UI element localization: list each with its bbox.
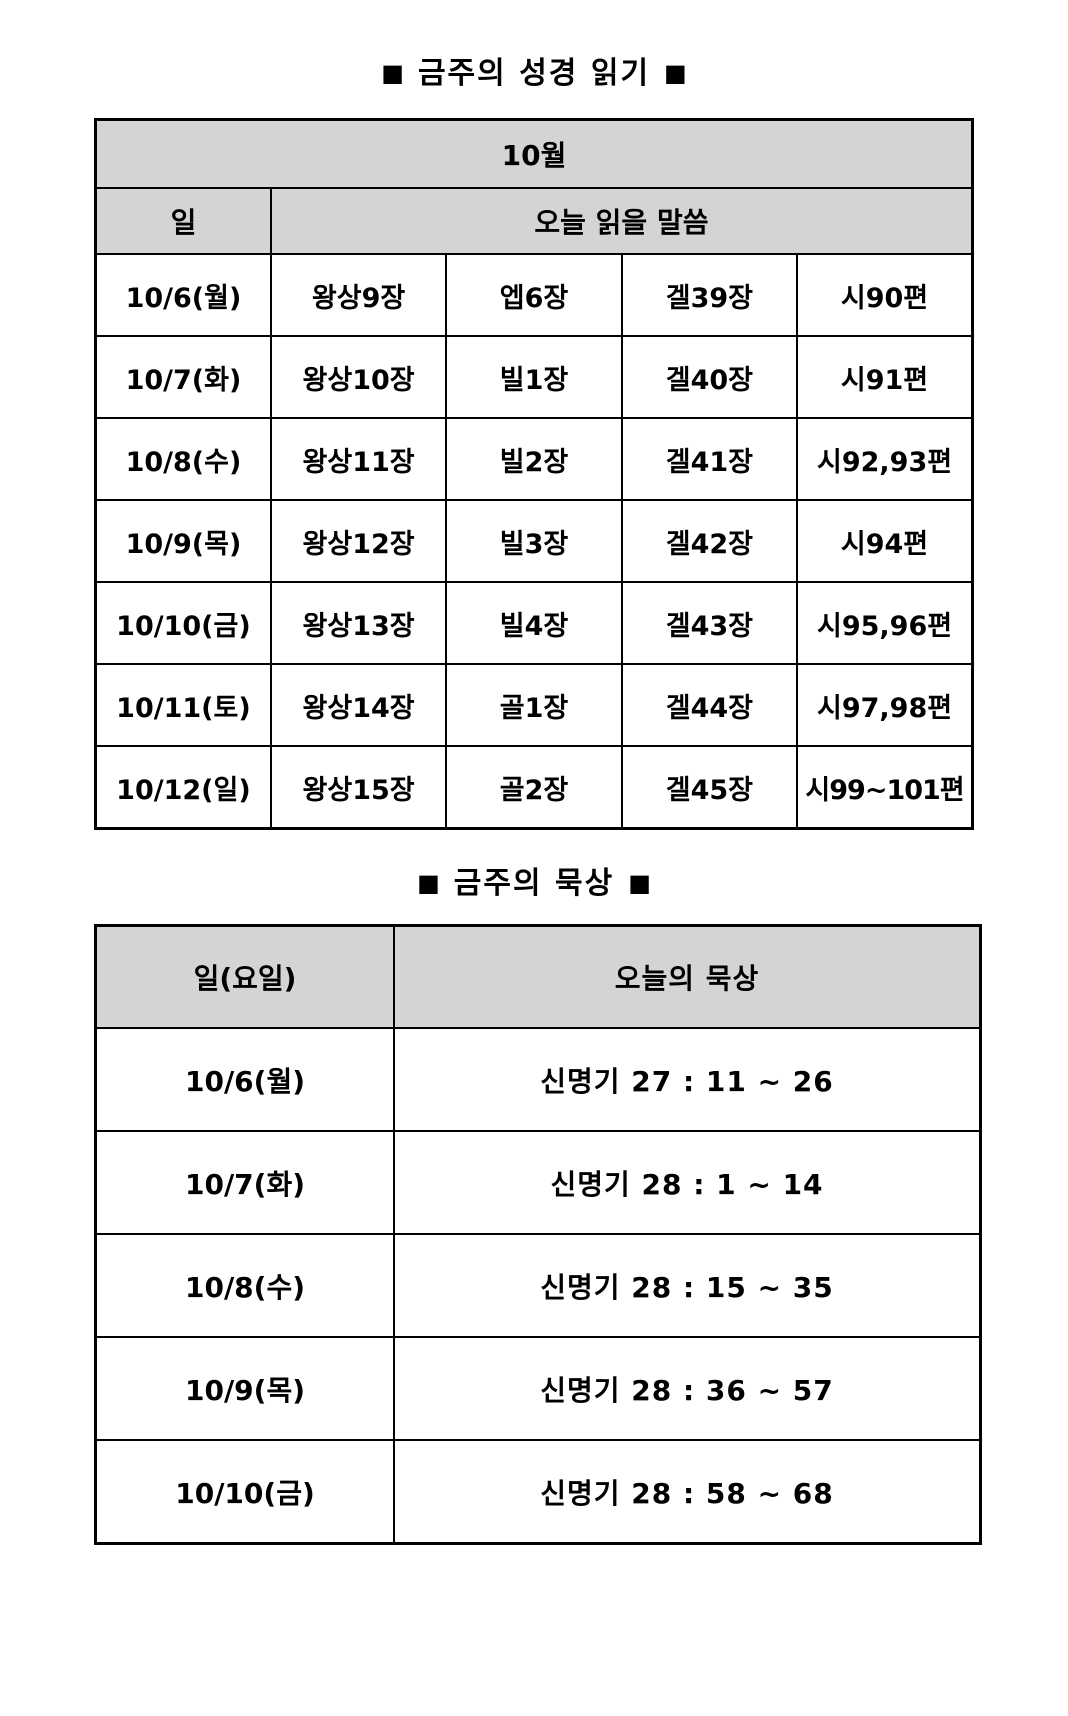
table-row: 10/8(수) 왕상11장 빌2장 겔41장 시92,93편 (94, 417, 974, 501)
table-row: 10/7(화) 신명기 28 : 1 ~ 14 (94, 1130, 982, 1235)
header-meditation: 오늘의 묵상 (393, 924, 982, 1029)
cell-date: 10/10(금) (94, 581, 272, 665)
cell-passage-1: 왕상12장 (269, 499, 448, 583)
table-row: 10/6(월) 왕상9장 엡6장 겔39장 시90편 (94, 253, 974, 337)
cell-passage-4: 시97,98편 (796, 663, 974, 747)
cell-passage-3: 겔43장 (620, 581, 799, 665)
cell-meditation-passage: 신명기 28 : 15 ~ 35 (393, 1233, 982, 1338)
cell-date: 10/11(토) (94, 663, 272, 747)
cell-passage-4: 시91편 (796, 335, 974, 419)
title-square-left-icon: ■ (417, 869, 440, 897)
cell-date: 10/10(금) (94, 1439, 395, 1545)
cell-meditation-passage: 신명기 27 : 11 ~ 26 (393, 1027, 982, 1132)
table-row: 10/8(수) 신명기 28 : 15 ~ 35 (94, 1233, 982, 1338)
cell-passage-4: 시94편 (796, 499, 974, 583)
column-header-row: 일 오늘 읽을 말씀 (94, 187, 974, 255)
title-square-right-icon: ■ (664, 59, 687, 87)
table-row: 10/7(화) 왕상10장 빌1장 겔40장 시91편 (94, 335, 974, 419)
cell-passage-2: 골1장 (445, 663, 623, 747)
cell-date: 10/8(수) (94, 1233, 395, 1338)
meditation-table-head: 일(요일) 오늘의 묵상 (94, 924, 982, 1029)
cell-passage-1: 왕상10장 (269, 335, 448, 419)
cell-date: 10/9(목) (94, 499, 272, 583)
cell-meditation-passage: 신명기 28 : 58 ~ 68 (393, 1439, 982, 1545)
bible-reading-table: 10월 일 오늘 읽을 말씀 10/6(월) 왕상9장 엡6장 겔39장 시90… (94, 118, 974, 830)
cell-passage-1: 왕상11장 (269, 417, 448, 501)
cell-passage-2: 빌1장 (445, 335, 623, 419)
header-day: 일(요일) (94, 924, 395, 1029)
cell-passage-4: 시95,96편 (796, 581, 974, 665)
cell-passage-4: 시90편 (796, 253, 974, 337)
cell-date: 10/8(수) (94, 417, 272, 501)
cell-passage-3: 겔39장 (620, 253, 799, 337)
cell-passage-4: 시92,93편 (796, 417, 974, 501)
month-header-cell: 10월 (94, 118, 974, 189)
reading-table-head: 10월 일 오늘 읽을 말씀 (94, 118, 974, 255)
title-square-left-icon: ■ (381, 59, 404, 87)
column-header-row: 일(요일) 오늘의 묵상 (94, 924, 982, 1029)
table-row: 10/9(목) 신명기 28 : 36 ~ 57 (94, 1336, 982, 1441)
table-row: 10/10(금) 왕상13장 빌4장 겔43장 시95,96편 (94, 581, 974, 665)
title-reading-text: 금주의 성경 읽기 (417, 56, 651, 91)
table-row: 10/11(토) 왕상14장 골1장 겔44장 시97,98편 (94, 663, 974, 747)
table-row: 10/10(금) 신명기 28 : 58 ~ 68 (94, 1439, 982, 1545)
cell-passage-3: 겔40장 (620, 335, 799, 419)
cell-passage-1: 왕상13장 (269, 581, 448, 665)
meditation-table-body: 10/6(월) 신명기 27 : 11 ~ 26 10/7(화) 신명기 28 … (94, 1027, 982, 1545)
cell-date: 10/7(화) (94, 1130, 395, 1235)
title-square-right-icon: ■ (628, 869, 651, 897)
table-row: 10/9(목) 왕상12장 빌3장 겔42장 시94편 (94, 499, 974, 583)
cell-passage-4: 시99~101편 (796, 745, 974, 830)
header-day: 일 (94, 187, 272, 255)
cell-passage-3: 겔42장 (620, 499, 799, 583)
cell-passage-2: 엡6장 (445, 253, 623, 337)
cell-date: 10/9(목) (94, 1336, 395, 1441)
table-row: 10/6(월) 신명기 27 : 11 ~ 26 (94, 1027, 982, 1132)
cell-passage-1: 왕상9장 (269, 253, 448, 337)
cell-passage-2: 빌2장 (445, 417, 623, 501)
month-header-row: 10월 (94, 118, 974, 189)
cell-passage-1: 왕상14장 (269, 663, 448, 747)
cell-passage-3: 겔41장 (620, 417, 799, 501)
cell-passage-3: 겔44장 (620, 663, 799, 747)
page-title-reading: ■ 금주의 성경 읽기 ■ (0, 0, 1068, 92)
reading-table-wrapper: 10월 일 오늘 읽을 말씀 10/6(월) 왕상9장 엡6장 겔39장 시90… (94, 118, 974, 830)
cell-meditation-passage: 신명기 28 : 36 ~ 57 (393, 1336, 982, 1441)
meditation-table-wrapper: 일(요일) 오늘의 묵상 10/6(월) 신명기 27 : 11 ~ 26 10… (94, 924, 982, 1545)
reading-table-body: 10/6(월) 왕상9장 엡6장 겔39장 시90편 10/7(화) 왕상10장… (94, 253, 974, 830)
title-meditation-text: 금주의 묵상 (453, 866, 615, 901)
table-row: 10/12(일) 왕상15장 골2장 겔45장 시99~101편 (94, 745, 974, 830)
meditation-table: 일(요일) 오늘의 묵상 10/6(월) 신명기 27 : 11 ~ 26 10… (94, 924, 982, 1545)
cell-passage-2: 빌4장 (445, 581, 623, 665)
cell-passage-2: 빌3장 (445, 499, 623, 583)
cell-passage-1: 왕상15장 (269, 745, 448, 830)
cell-date: 10/6(월) (94, 253, 272, 337)
cell-date: 10/7(화) (94, 335, 272, 419)
header-passage: 오늘 읽을 말씀 (269, 187, 974, 255)
cell-meditation-passage: 신명기 28 : 1 ~ 14 (393, 1130, 982, 1235)
cell-passage-2: 골2장 (445, 745, 623, 830)
cell-date: 10/6(월) (94, 1027, 395, 1132)
cell-date: 10/12(일) (94, 745, 272, 830)
cell-passage-3: 겔45장 (620, 745, 799, 830)
page-title-meditation: ■ 금주의 묵상 ■ (0, 830, 1068, 902)
